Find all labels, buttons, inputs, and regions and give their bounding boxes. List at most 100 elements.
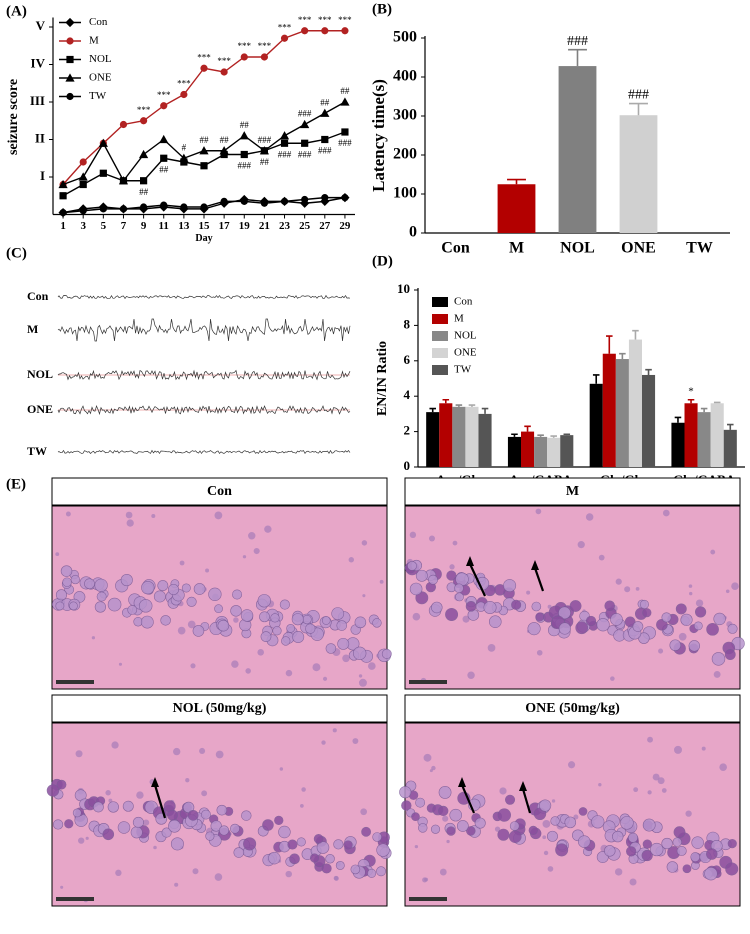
neuron	[688, 640, 701, 652]
scale-bar	[409, 680, 447, 684]
x-tick-label: 27	[319, 220, 331, 232]
x-tick-label: Con	[441, 240, 470, 257]
neuron	[64, 819, 74, 829]
marker	[320, 108, 330, 117]
stray-cell	[547, 866, 554, 872]
neuron	[539, 799, 552, 812]
legend-marker	[65, 73, 75, 82]
panel-label: (E)	[6, 476, 26, 492]
bar	[560, 435, 574, 467]
legend-label: TW	[454, 364, 472, 376]
stray-cell	[598, 554, 605, 561]
neuron	[305, 623, 316, 634]
eeg-trace	[57, 318, 351, 342]
annotation: ###	[258, 135, 272, 145]
neuron	[72, 808, 82, 818]
error-bar	[592, 374, 600, 384]
error-bar	[442, 398, 450, 404]
stray-cell	[312, 663, 321, 672]
stray-cell	[179, 560, 185, 566]
annotation: ***	[278, 22, 292, 32]
x-tick-label: 19	[239, 220, 251, 232]
histology-image	[399, 722, 741, 907]
stray-cell	[431, 765, 436, 771]
bar	[521, 431, 535, 467]
neuron	[214, 604, 223, 614]
marker	[200, 64, 208, 72]
neuron	[260, 631, 272, 643]
stray-cell	[543, 850, 549, 856]
marker	[321, 135, 329, 144]
bar	[426, 412, 440, 467]
stray-cell	[185, 778, 190, 783]
neuron	[604, 845, 616, 857]
bar	[534, 436, 548, 467]
marker	[98, 138, 108, 147]
stray-cell	[424, 877, 429, 882]
x-tick-label: 25	[299, 220, 311, 232]
annotation: ##	[260, 157, 270, 167]
neuron	[503, 579, 517, 593]
stray-cell	[214, 511, 223, 520]
y-tick-label: 400	[393, 68, 417, 85]
stray-cell	[257, 649, 265, 656]
stray-cell	[624, 586, 631, 593]
marker	[159, 134, 169, 144]
marker	[240, 53, 248, 61]
neuron	[641, 849, 653, 862]
neuron	[167, 583, 180, 596]
x-tick-label: 9	[141, 220, 147, 232]
neuron	[232, 589, 243, 600]
x-axis-label: Day	[195, 233, 212, 244]
annotation: ##	[220, 135, 230, 145]
bar	[684, 403, 698, 467]
stray-cell	[409, 531, 417, 539]
y-tick-label: III	[30, 93, 45, 108]
neuron	[706, 623, 719, 636]
stray-cell	[352, 738, 359, 744]
y-tick-label: 200	[393, 146, 417, 163]
marker	[99, 169, 107, 177]
neuron	[372, 832, 382, 842]
neuron	[449, 808, 463, 822]
neuron	[627, 832, 639, 843]
legend-label: ONE	[89, 72, 112, 84]
arrow-head	[458, 777, 466, 787]
bar	[619, 115, 658, 233]
marker	[180, 158, 188, 166]
neuron	[578, 807, 588, 816]
neuron	[569, 600, 582, 612]
neuron	[407, 560, 417, 571]
neuron	[62, 577, 72, 587]
x-tick-label: 29	[339, 220, 351, 232]
annotation: ***	[217, 56, 231, 66]
stray-cell	[125, 511, 133, 519]
neuron	[555, 843, 569, 857]
neuron	[564, 816, 577, 829]
stray-cell	[657, 777, 665, 785]
y-tick-label: 300	[393, 107, 417, 124]
stray-cell	[361, 540, 368, 546]
marker	[59, 192, 67, 200]
stray-cell	[285, 669, 293, 677]
x-tick-label: 1	[60, 220, 66, 232]
neuron	[167, 809, 178, 821]
x-tick-label: 21	[259, 220, 270, 232]
bar	[628, 339, 642, 467]
stray-cell	[153, 845, 157, 850]
annotation: ***	[177, 79, 191, 89]
neuron	[69, 601, 78, 611]
neuron	[201, 809, 211, 820]
neuron	[650, 842, 664, 857]
legend-label: NOL	[454, 330, 477, 342]
error-bar	[632, 329, 639, 340]
neuron	[690, 852, 701, 862]
neuron	[612, 830, 624, 843]
neuron	[354, 616, 367, 629]
stray-cell	[429, 769, 433, 773]
stray-cell	[652, 773, 660, 781]
neuron	[153, 590, 166, 603]
neuron	[415, 569, 428, 582]
neuron	[70, 574, 80, 585]
scale-bar	[56, 680, 94, 684]
